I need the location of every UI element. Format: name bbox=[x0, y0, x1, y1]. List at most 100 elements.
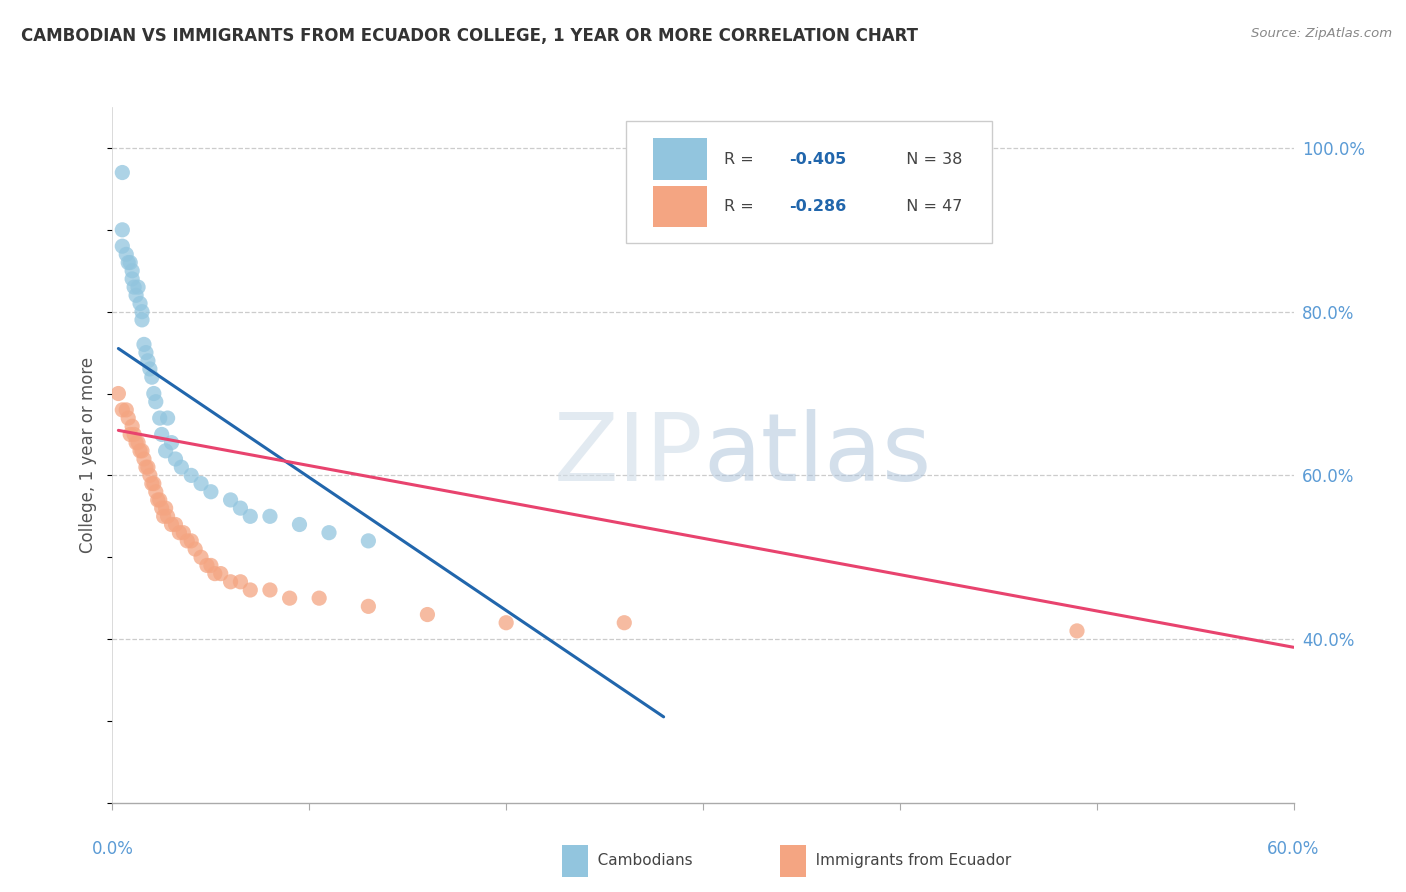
Point bbox=[156, 411, 179, 425]
Text: CAMBODIAN VS IMMIGRANTS FROM ECUADOR COLLEGE, 1 YEAR OR MORE CORRELATION CHART: CAMBODIAN VS IMMIGRANTS FROM ECUADOR COL… bbox=[21, 27, 918, 45]
Point bbox=[141, 370, 163, 384]
Text: Immigrants from Ecuador: Immigrants from Ecuador bbox=[801, 854, 1012, 868]
Point bbox=[229, 574, 252, 589]
Point bbox=[219, 574, 242, 589]
Point bbox=[127, 280, 149, 294]
Point bbox=[142, 476, 165, 491]
Point bbox=[150, 427, 173, 442]
Bar bbox=[654, 186, 707, 227]
Point bbox=[129, 296, 152, 310]
Text: 0.0%: 0.0% bbox=[91, 839, 134, 857]
Point bbox=[117, 411, 139, 425]
Point bbox=[165, 517, 187, 532]
Point bbox=[278, 591, 301, 606]
Point bbox=[142, 386, 165, 401]
Point bbox=[156, 509, 179, 524]
Point bbox=[111, 223, 134, 237]
Point bbox=[107, 386, 129, 401]
Point bbox=[121, 272, 143, 286]
Point bbox=[180, 468, 202, 483]
Point bbox=[308, 591, 330, 606]
Text: N = 47: N = 47 bbox=[896, 199, 962, 214]
Point bbox=[149, 411, 172, 425]
Point bbox=[146, 492, 169, 507]
Text: Cambodians: Cambodians bbox=[583, 854, 693, 868]
Point bbox=[139, 362, 162, 376]
Point bbox=[155, 501, 177, 516]
Point bbox=[121, 419, 143, 434]
Bar bbox=[654, 138, 707, 180]
Point bbox=[132, 452, 155, 467]
Point bbox=[129, 443, 152, 458]
Point bbox=[180, 533, 202, 548]
Text: R =: R = bbox=[724, 199, 759, 214]
Point bbox=[115, 403, 138, 417]
Point bbox=[135, 460, 157, 475]
Point bbox=[357, 599, 380, 614]
Point bbox=[149, 492, 172, 507]
Text: 60.0%: 60.0% bbox=[1267, 839, 1320, 857]
Point bbox=[172, 525, 194, 540]
Text: ZIP: ZIP bbox=[554, 409, 703, 501]
Point bbox=[239, 509, 262, 524]
Text: R =: R = bbox=[724, 152, 759, 167]
Point bbox=[160, 435, 183, 450]
Point bbox=[135, 345, 157, 359]
Text: -0.405: -0.405 bbox=[789, 152, 846, 167]
Point bbox=[169, 525, 191, 540]
Point bbox=[259, 582, 281, 597]
Point bbox=[200, 484, 222, 499]
Text: Source: ZipAtlas.com: Source: ZipAtlas.com bbox=[1251, 27, 1392, 40]
Point bbox=[259, 509, 281, 524]
Point bbox=[416, 607, 439, 622]
Point bbox=[165, 452, 187, 467]
Point bbox=[120, 255, 142, 269]
Point bbox=[209, 566, 232, 581]
Point bbox=[229, 501, 252, 516]
Point bbox=[139, 468, 162, 483]
Point bbox=[318, 525, 340, 540]
Point bbox=[160, 517, 183, 532]
Point bbox=[495, 615, 517, 630]
Point bbox=[125, 435, 148, 450]
FancyBboxPatch shape bbox=[626, 121, 993, 243]
Point bbox=[131, 313, 153, 327]
Point bbox=[288, 517, 311, 532]
Point bbox=[357, 533, 380, 548]
Point bbox=[120, 427, 142, 442]
Point bbox=[115, 247, 138, 261]
Text: N = 38: N = 38 bbox=[896, 152, 962, 167]
Point bbox=[117, 255, 139, 269]
Point bbox=[122, 280, 145, 294]
Point bbox=[127, 435, 149, 450]
Point bbox=[176, 533, 198, 548]
Point bbox=[141, 476, 163, 491]
Point bbox=[613, 615, 636, 630]
Point bbox=[136, 460, 159, 475]
Point bbox=[155, 443, 177, 458]
Point bbox=[111, 165, 134, 179]
Point bbox=[145, 484, 167, 499]
Point bbox=[111, 239, 134, 253]
Point bbox=[200, 558, 222, 573]
Point bbox=[145, 394, 167, 409]
Point bbox=[152, 509, 174, 524]
Point bbox=[204, 566, 226, 581]
Point bbox=[125, 288, 148, 302]
Point bbox=[132, 337, 155, 351]
Point bbox=[184, 542, 207, 557]
Point bbox=[131, 443, 153, 458]
Point bbox=[239, 582, 262, 597]
Text: atlas: atlas bbox=[703, 409, 931, 501]
Point bbox=[190, 476, 212, 491]
Point bbox=[150, 501, 173, 516]
Point bbox=[195, 558, 218, 573]
Point bbox=[1066, 624, 1088, 638]
Y-axis label: College, 1 year or more: College, 1 year or more bbox=[79, 357, 97, 553]
Point bbox=[190, 550, 212, 565]
Point bbox=[219, 492, 242, 507]
Point bbox=[131, 304, 153, 318]
Point bbox=[170, 460, 193, 475]
Text: -0.286: -0.286 bbox=[789, 199, 846, 214]
Point bbox=[122, 427, 145, 442]
